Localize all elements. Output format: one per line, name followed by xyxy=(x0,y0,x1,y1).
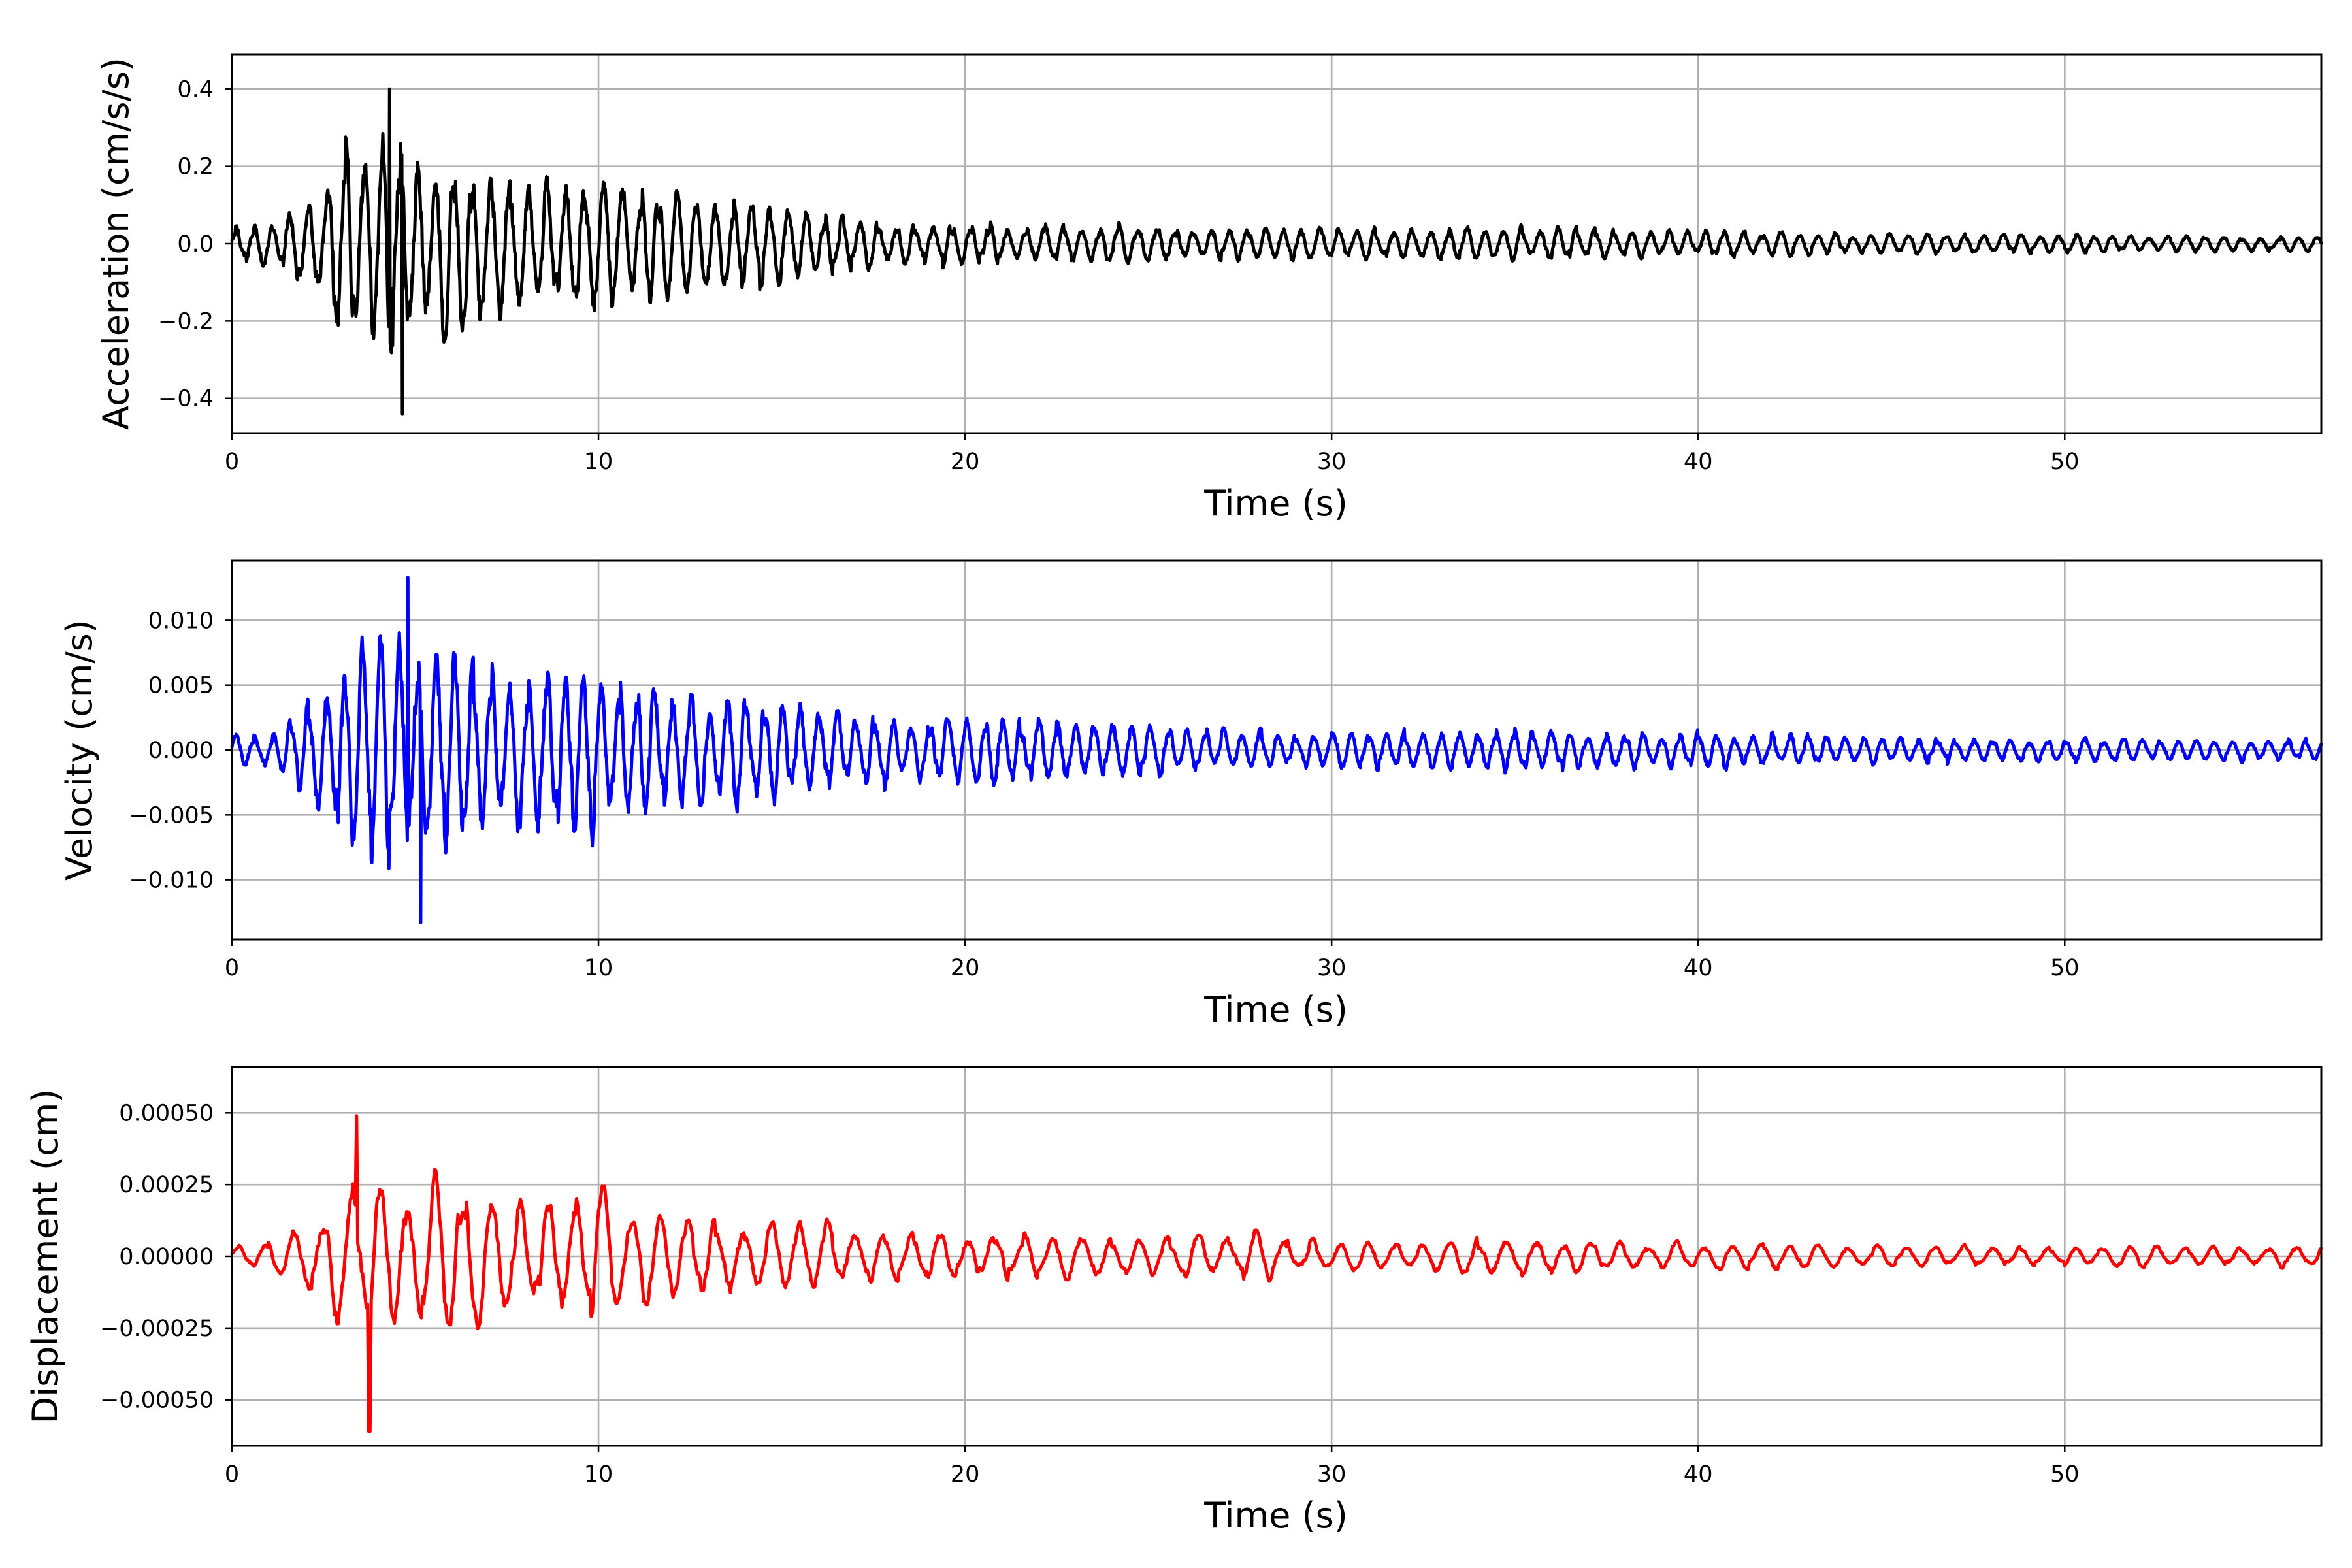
acceleration-ytick-label: 0.2 xyxy=(177,154,214,180)
displacement-xtick-label: 10 xyxy=(584,1462,613,1488)
displacement-panel: Displacement (cm) Time (s) −0.00050 −0.00… xyxy=(25,1066,2323,1536)
velocity-ytick-label: 0.010 xyxy=(148,608,214,634)
displacement-ytick-label: 0.00050 xyxy=(119,1100,214,1126)
velocity-ytick-label: 0.005 xyxy=(148,673,214,699)
acceleration-ytick-label: −0.2 xyxy=(158,308,214,335)
velocity-panel: Velocity (cm/s) Time (s) −0.010 −0.005 0.0… xyxy=(59,559,2323,1030)
displacement-plot-frame xyxy=(231,1066,2323,1447)
acceleration-ylabel: Acceleration (cm/s/s) xyxy=(95,57,137,430)
velocity-xtick-label: 40 xyxy=(1684,955,1713,981)
acceleration-ytick-label: 0.0 xyxy=(177,231,214,257)
displacement-ytick-label: −0.00050 xyxy=(100,1388,214,1414)
acceleration-ytick-label: 0.4 xyxy=(177,76,214,103)
acceleration-ytick-label: −0.4 xyxy=(158,386,214,412)
velocity-xtick-label: 10 xyxy=(584,955,613,981)
displacement-xtick-label: 20 xyxy=(951,1462,980,1488)
velocity-xtick-label: 0 xyxy=(225,955,239,981)
displacement-xtick-label: 30 xyxy=(1317,1462,1347,1488)
displacement-xtick-label: 50 xyxy=(2050,1462,2080,1488)
velocity-trace xyxy=(230,576,2323,924)
displacement-trace xyxy=(230,1114,2323,1433)
velocity-plot-frame xyxy=(231,559,2323,941)
acceleration-ygrid: −0.4 −0.2 0.0 0.2 0.4 xyxy=(158,76,2321,412)
acceleration-xtick-label: 40 xyxy=(1684,449,1713,475)
displacement-xtick-label: 0 xyxy=(225,1462,239,1488)
displacement-xtick-label: 40 xyxy=(1684,1462,1713,1488)
acceleration-xtick-label: 0 xyxy=(225,449,239,475)
velocity-xtick-label: 50 xyxy=(2050,955,2080,981)
displacement-ylabel: Displacement (cm) xyxy=(25,1089,66,1424)
acceleration-trace xyxy=(230,87,2323,416)
velocity-ygrid: −0.010 −0.005 0.000 0.005 0.010 xyxy=(129,608,2321,894)
velocity-xtick-label: 20 xyxy=(951,955,980,981)
velocity-ytick-label: −0.010 xyxy=(129,868,214,894)
displacement-ytick-label: 0.00025 xyxy=(119,1172,214,1198)
acceleration-xtick-label: 10 xyxy=(584,449,613,475)
acceleration-xlabel: Time (s) xyxy=(1203,483,1348,524)
displacement-xlabel: Time (s) xyxy=(1203,1495,1348,1536)
velocity-ytick-label: −0.005 xyxy=(129,802,214,828)
acceleration-plot-frame xyxy=(231,53,2323,434)
velocity-xgrid: 0 10 20 30 40 50 xyxy=(225,561,2080,981)
velocity-ylabel: Velocity (cm/s) xyxy=(59,619,100,881)
velocity-ytick-label: 0.000 xyxy=(148,738,214,764)
displacement-ytick-label: 0.00000 xyxy=(119,1244,214,1270)
velocity-xtick-label: 30 xyxy=(1317,955,1347,981)
acceleration-panel: Acceleration (cm/s/s) Time (s) −0.4 −0.2 0… xyxy=(95,53,2323,524)
acceleration-xtick-label: 30 xyxy=(1317,449,1347,475)
acceleration-xtick-label: 50 xyxy=(2050,449,2080,475)
acceleration-xgrid: 0 10 20 30 40 50 xyxy=(225,54,2080,475)
displacement-ytick-label: −0.00025 xyxy=(100,1316,214,1342)
velocity-xlabel: Time (s) xyxy=(1203,989,1348,1030)
acceleration-xtick-label: 20 xyxy=(951,449,980,475)
